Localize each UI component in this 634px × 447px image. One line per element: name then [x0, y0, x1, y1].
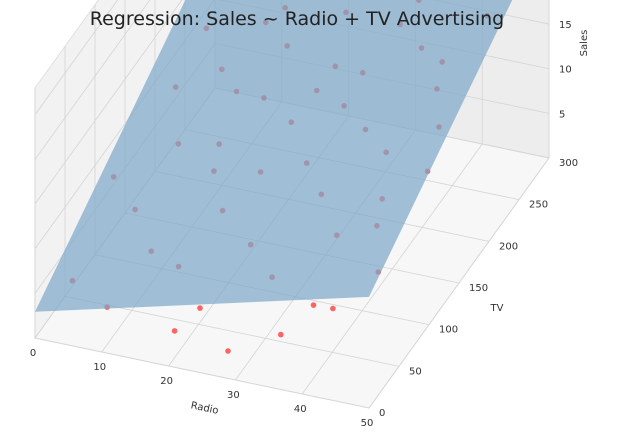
x-tick-label: 0: [30, 348, 36, 359]
grid-line-y: [64, 295, 400, 367]
y-tick-label: 250: [529, 200, 548, 211]
data-point: [225, 348, 231, 354]
chart-title: Regression: Sales ~ Radio + TV Advertisi…: [90, 8, 504, 30]
grid-line-z: [34, 0, 183, 205]
data-point: [171, 328, 178, 334]
x-axis-label: Radio: [190, 400, 220, 417]
data-point: [278, 331, 284, 338]
regression-plane-layer: [35, 0, 513, 312]
z-tick-label: 15: [559, 20, 572, 31]
x-tick-label: 10: [93, 362, 106, 373]
x-tick-label: 20: [160, 376, 173, 387]
z-axis-label: Sales: [579, 30, 590, 57]
grid-line-y: [34, 337, 370, 409]
grid-line-z: [34, 0, 151, 160]
y-tick-label: 50: [409, 366, 422, 377]
data-point: [330, 305, 336, 312]
y-tick-label: 150: [469, 283, 488, 294]
x-tick-label: 30: [227, 390, 240, 401]
y-tick-label: 100: [439, 325, 458, 336]
data-point: [310, 302, 317, 308]
tick-labels: 01020304050050100150200250300510152025: [30, 20, 578, 429]
data-point: [197, 305, 203, 311]
x-tick-label: 40: [294, 404, 307, 415]
y-tick-label: 0: [379, 408, 385, 419]
z-tick-label: 10: [559, 65, 572, 76]
y-axis-label: TV: [490, 303, 504, 314]
y-tick-label: 300: [559, 158, 578, 169]
regression-plane: [35, 0, 513, 312]
y-tick-label: 200: [499, 241, 518, 252]
z-tick-label: 5: [559, 109, 565, 120]
x-tick-label: 50: [361, 418, 374, 429]
grid-line-z: [34, 0, 119, 116]
